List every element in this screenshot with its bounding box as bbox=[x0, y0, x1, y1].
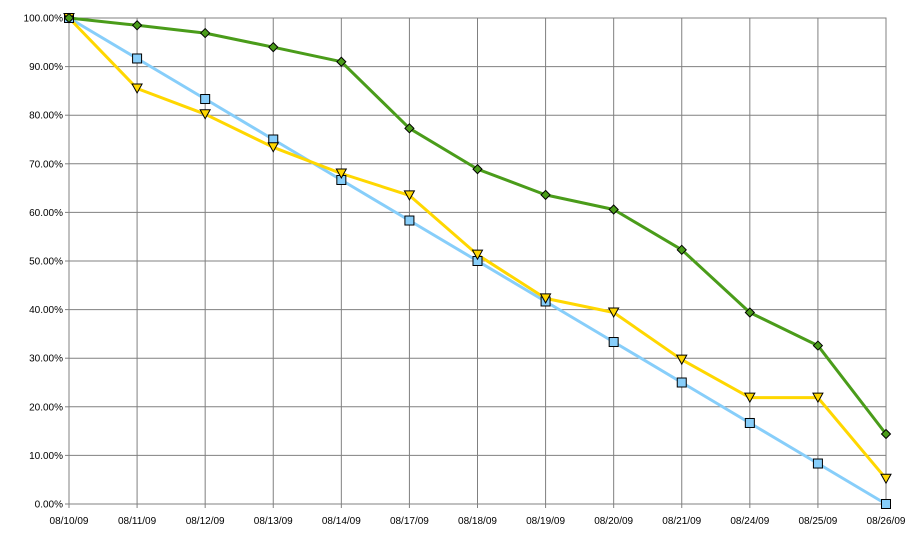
y-tick-label: 40.00% bbox=[29, 305, 63, 316]
x-tick-label: 08/24/09 bbox=[730, 516, 769, 527]
x-tick-label: 08/19/09 bbox=[526, 516, 565, 527]
y-tick-label: 90.00% bbox=[29, 62, 63, 73]
series-3-point bbox=[268, 41, 279, 53]
y-tick-label: 20.00% bbox=[29, 402, 63, 413]
series-3-point bbox=[199, 27, 211, 39]
series-3-point bbox=[540, 189, 551, 201]
series-1-point bbox=[200, 94, 211, 105]
x-tick-label: 08/26/09 bbox=[867, 516, 906, 527]
series-2-point bbox=[131, 83, 143, 94]
series-1-point bbox=[404, 215, 415, 226]
series-1-point bbox=[132, 53, 143, 64]
series-3-point bbox=[880, 428, 892, 440]
y-tick-label: 80.00% bbox=[29, 111, 63, 122]
series-2-point bbox=[675, 354, 688, 366]
x-tick-label: 08/12/09 bbox=[186, 516, 225, 527]
series-3-point bbox=[744, 307, 756, 318]
x-tick-label: 08/14/09 bbox=[322, 516, 361, 527]
y-tick-label: 0.00% bbox=[35, 500, 63, 511]
series-1-point bbox=[676, 377, 687, 388]
x-tick-label: 08/11/09 bbox=[118, 516, 157, 527]
series-3-point bbox=[63, 12, 75, 24]
x-tick-label: 08/17/09 bbox=[390, 516, 429, 527]
x-tick-label: 08/13/09 bbox=[254, 516, 293, 527]
x-tick-label: 08/21/09 bbox=[662, 516, 701, 527]
y-tick-label: 60.00% bbox=[29, 208, 63, 219]
series-3-point bbox=[676, 244, 687, 256]
series-2-point bbox=[812, 392, 824, 404]
series-2-point bbox=[539, 293, 552, 304]
y-tick-label: 30.00% bbox=[29, 354, 63, 365]
x-tick-label: 08/25/09 bbox=[798, 516, 837, 527]
series-2-point bbox=[403, 190, 416, 201]
series-2-point bbox=[607, 307, 620, 319]
x-tick-label: 08/18/09 bbox=[458, 516, 497, 527]
series-3-point bbox=[336, 56, 347, 67]
series-3-point bbox=[131, 20, 143, 31]
series-group bbox=[63, 12, 892, 509]
y-tick-label: 10.00% bbox=[29, 451, 63, 462]
y-tick-label: 100.00% bbox=[24, 14, 64, 25]
series-1-point bbox=[608, 337, 619, 348]
series-2-point bbox=[743, 392, 756, 404]
y-axis-ticks: 0.00% 10.00% 20.00% 30.00% 40.00% 50.00% 60.00… bbox=[24, 14, 69, 511]
series-2-point bbox=[267, 142, 280, 153]
y-tick-label: 70.00% bbox=[29, 159, 63, 170]
y-tick-label: 50.00% bbox=[29, 257, 63, 268]
x-tick-label: 08/20/09 bbox=[594, 516, 633, 527]
x-axis-ticks: 08/10/09 08/11/09 08/12/09 08/13/09 08/14/09… bbox=[50, 504, 906, 527]
series-2-point bbox=[880, 473, 892, 485]
series-3-point bbox=[608, 204, 619, 215]
series-3-point bbox=[472, 163, 483, 175]
series-3-point bbox=[812, 340, 824, 351]
series-1-point bbox=[812, 458, 823, 469]
series-3-point bbox=[404, 123, 415, 134]
series-2-point bbox=[471, 249, 484, 261]
x-tick-label: 08/10/09 bbox=[50, 516, 89, 527]
series-1-point bbox=[744, 417, 755, 428]
series-1-point bbox=[881, 499, 891, 509]
series-2-point bbox=[199, 109, 212, 120]
series-2-point bbox=[335, 168, 348, 180]
